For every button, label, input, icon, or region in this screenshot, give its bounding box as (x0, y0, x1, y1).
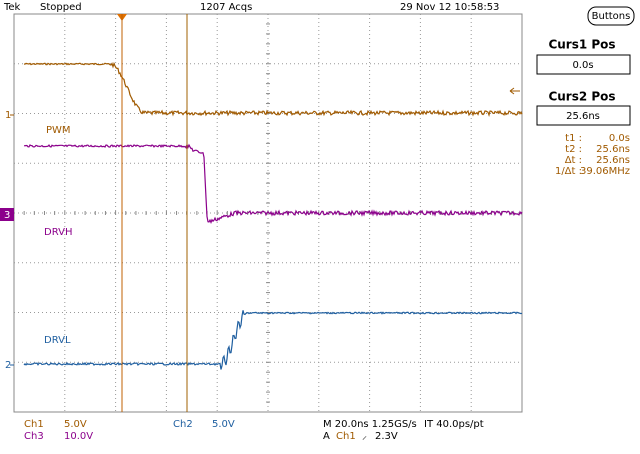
readouts: t1 : 0.0s t2 : 25.6ns Δt : 25.6ns 1/Δt :39.06M… (555, 133, 630, 177)
trigger-slope: ⸝ (362, 431, 367, 442)
ch2-scale: 5.0V (212, 419, 235, 430)
cursor2-value[interactable]: 25.6ns (566, 111, 600, 122)
cursor1-box[interactable] (536, 54, 631, 75)
status: Stopped (40, 2, 82, 13)
readout-label: t2 : (565, 144, 582, 155)
ch3-scale: 10.0V (64, 431, 93, 442)
timebase: M 20.0ns 1.25GS/s (323, 419, 417, 430)
cursor1-title: Curs1 Pos (548, 38, 615, 52)
drvh-trace (23, 143, 523, 224)
readout-label: t1 : (565, 133, 582, 144)
cursor2-title: Curs2 Pos (548, 90, 615, 104)
ch1-scale: 5.0V (64, 419, 87, 430)
trigger-level: 2.3V (375, 431, 398, 442)
ch3-marker-box (0, 208, 14, 221)
cursor1-value[interactable]: 0.0s (572, 60, 593, 71)
timestamp: 29 Nov 12 10:58:53 (400, 2, 499, 13)
pwm-trace (23, 61, 523, 118)
readout-value: 25.6ns (596, 155, 630, 166)
cursor2-box[interactable] (536, 105, 631, 126)
drvl-label: DRVL (44, 335, 71, 346)
buttons-label[interactable]: Buttons (592, 11, 631, 22)
readout-value: 25.6ns (596, 144, 630, 155)
ch3-marker: 3 (4, 210, 10, 221)
readout-label: 1/Δt : (555, 166, 582, 177)
cursor-level-arrow (509, 87, 520, 95)
trigger-source: Ch1 (336, 431, 356, 442)
pwm-label: PWM (46, 125, 71, 136)
readout-value: 39.06MHz (580, 166, 630, 177)
drvh-label: DRVH (44, 227, 72, 238)
waveforms (23, 61, 523, 370)
acquisitions: 1207 Acqs (200, 2, 252, 13)
ch2-name: Ch2 (173, 419, 193, 430)
brand: Tek (3, 2, 21, 13)
ch1-marker: 1 (5, 110, 11, 121)
readout-value: 0.0s (609, 133, 630, 144)
ch3-name: Ch3 (24, 431, 44, 442)
trigger-mode: A (323, 431, 330, 442)
ch2-marker: 2 (5, 360, 11, 371)
readout-label: Δt : (565, 155, 582, 166)
ch1-name: Ch1 (24, 419, 44, 430)
drvl-trace (23, 310, 523, 370)
buttons-button[interactable] (587, 6, 635, 26)
interpolation: IT 40.0ps/pt (424, 419, 484, 430)
